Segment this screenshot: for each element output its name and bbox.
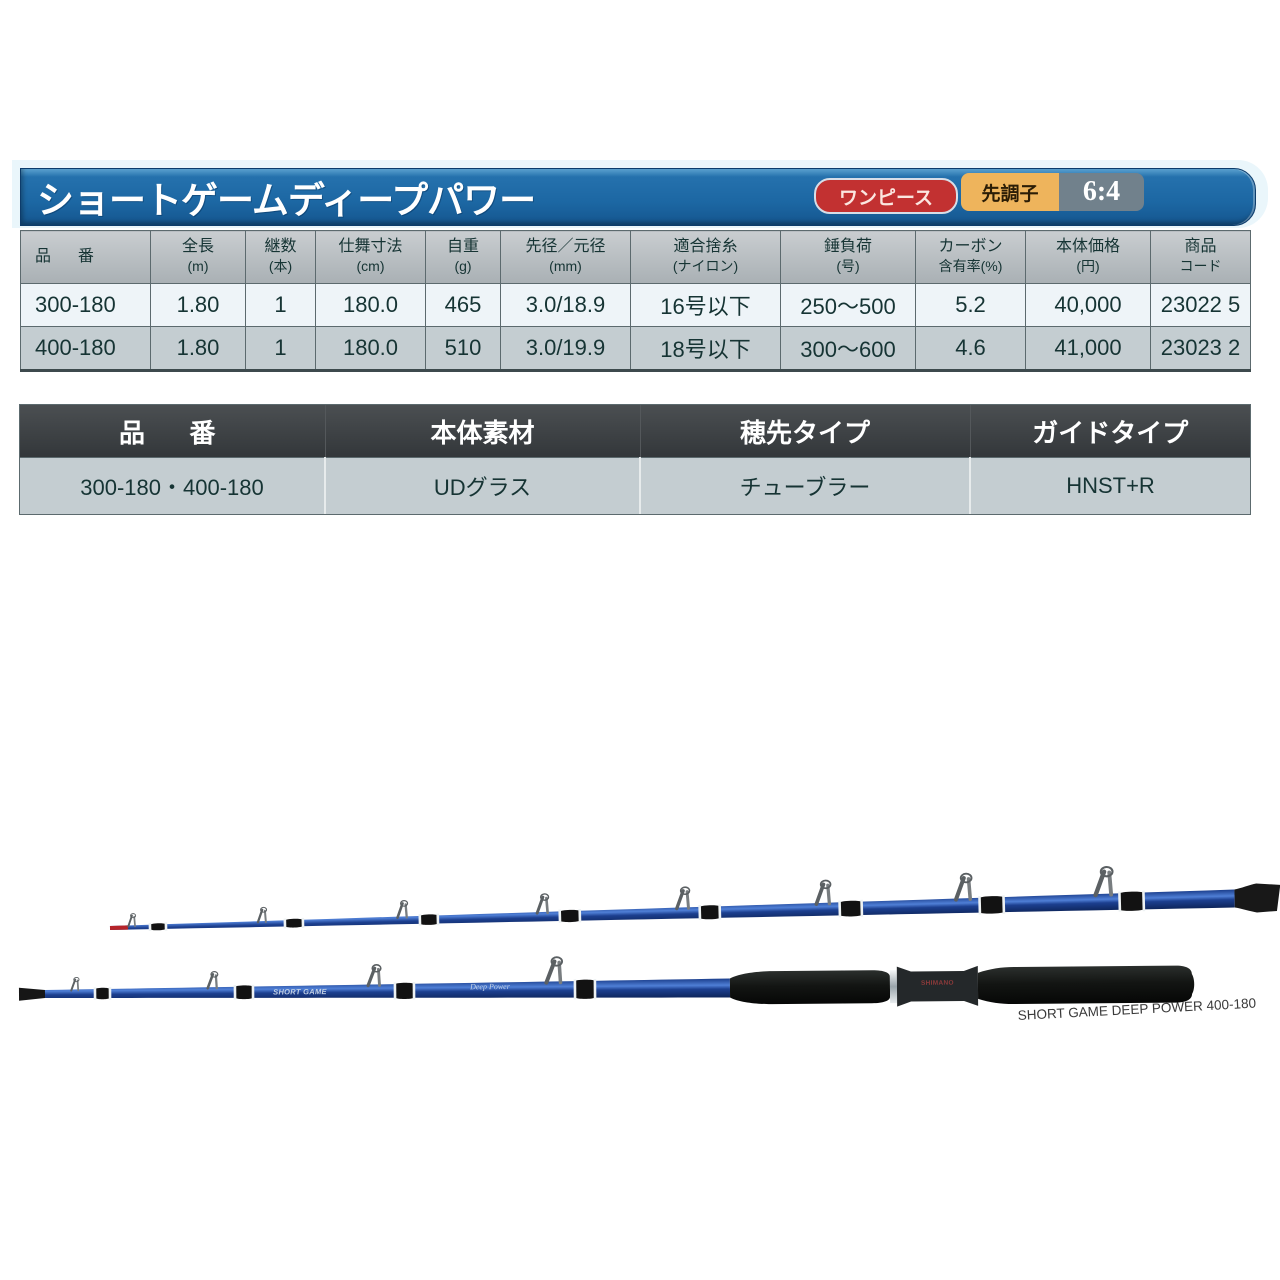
svg-text:Deep Power: Deep Power bbox=[469, 982, 511, 991]
svg-text:SHIMANO: SHIMANO bbox=[921, 980, 954, 987]
svg-text:SHORT GAME: SHORT GAME bbox=[273, 987, 327, 996]
